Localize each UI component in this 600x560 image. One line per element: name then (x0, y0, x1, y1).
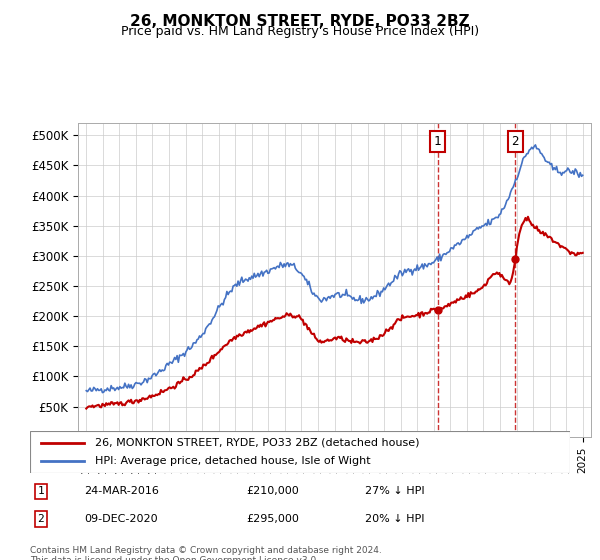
Text: 2: 2 (512, 135, 519, 148)
Text: 20% ↓ HPI: 20% ↓ HPI (365, 514, 424, 524)
FancyBboxPatch shape (30, 431, 570, 473)
Text: £210,000: £210,000 (246, 487, 299, 496)
Text: 09-DEC-2020: 09-DEC-2020 (84, 514, 158, 524)
Text: £295,000: £295,000 (246, 514, 299, 524)
Text: HPI: Average price, detached house, Isle of Wight: HPI: Average price, detached house, Isle… (95, 456, 370, 466)
Text: 26, MONKTON STREET, RYDE, PO33 2BZ: 26, MONKTON STREET, RYDE, PO33 2BZ (130, 14, 470, 29)
Text: 1: 1 (37, 487, 44, 496)
Text: 27% ↓ HPI: 27% ↓ HPI (365, 487, 424, 496)
Text: 26, MONKTON STREET, RYDE, PO33 2BZ (detached house): 26, MONKTON STREET, RYDE, PO33 2BZ (deta… (95, 438, 419, 448)
Text: 1: 1 (434, 135, 442, 148)
Text: Price paid vs. HM Land Registry's House Price Index (HPI): Price paid vs. HM Land Registry's House … (121, 25, 479, 38)
Text: Contains HM Land Registry data © Crown copyright and database right 2024.
This d: Contains HM Land Registry data © Crown c… (30, 546, 382, 560)
Text: 2: 2 (37, 514, 44, 524)
Text: 24-MAR-2016: 24-MAR-2016 (84, 487, 159, 496)
